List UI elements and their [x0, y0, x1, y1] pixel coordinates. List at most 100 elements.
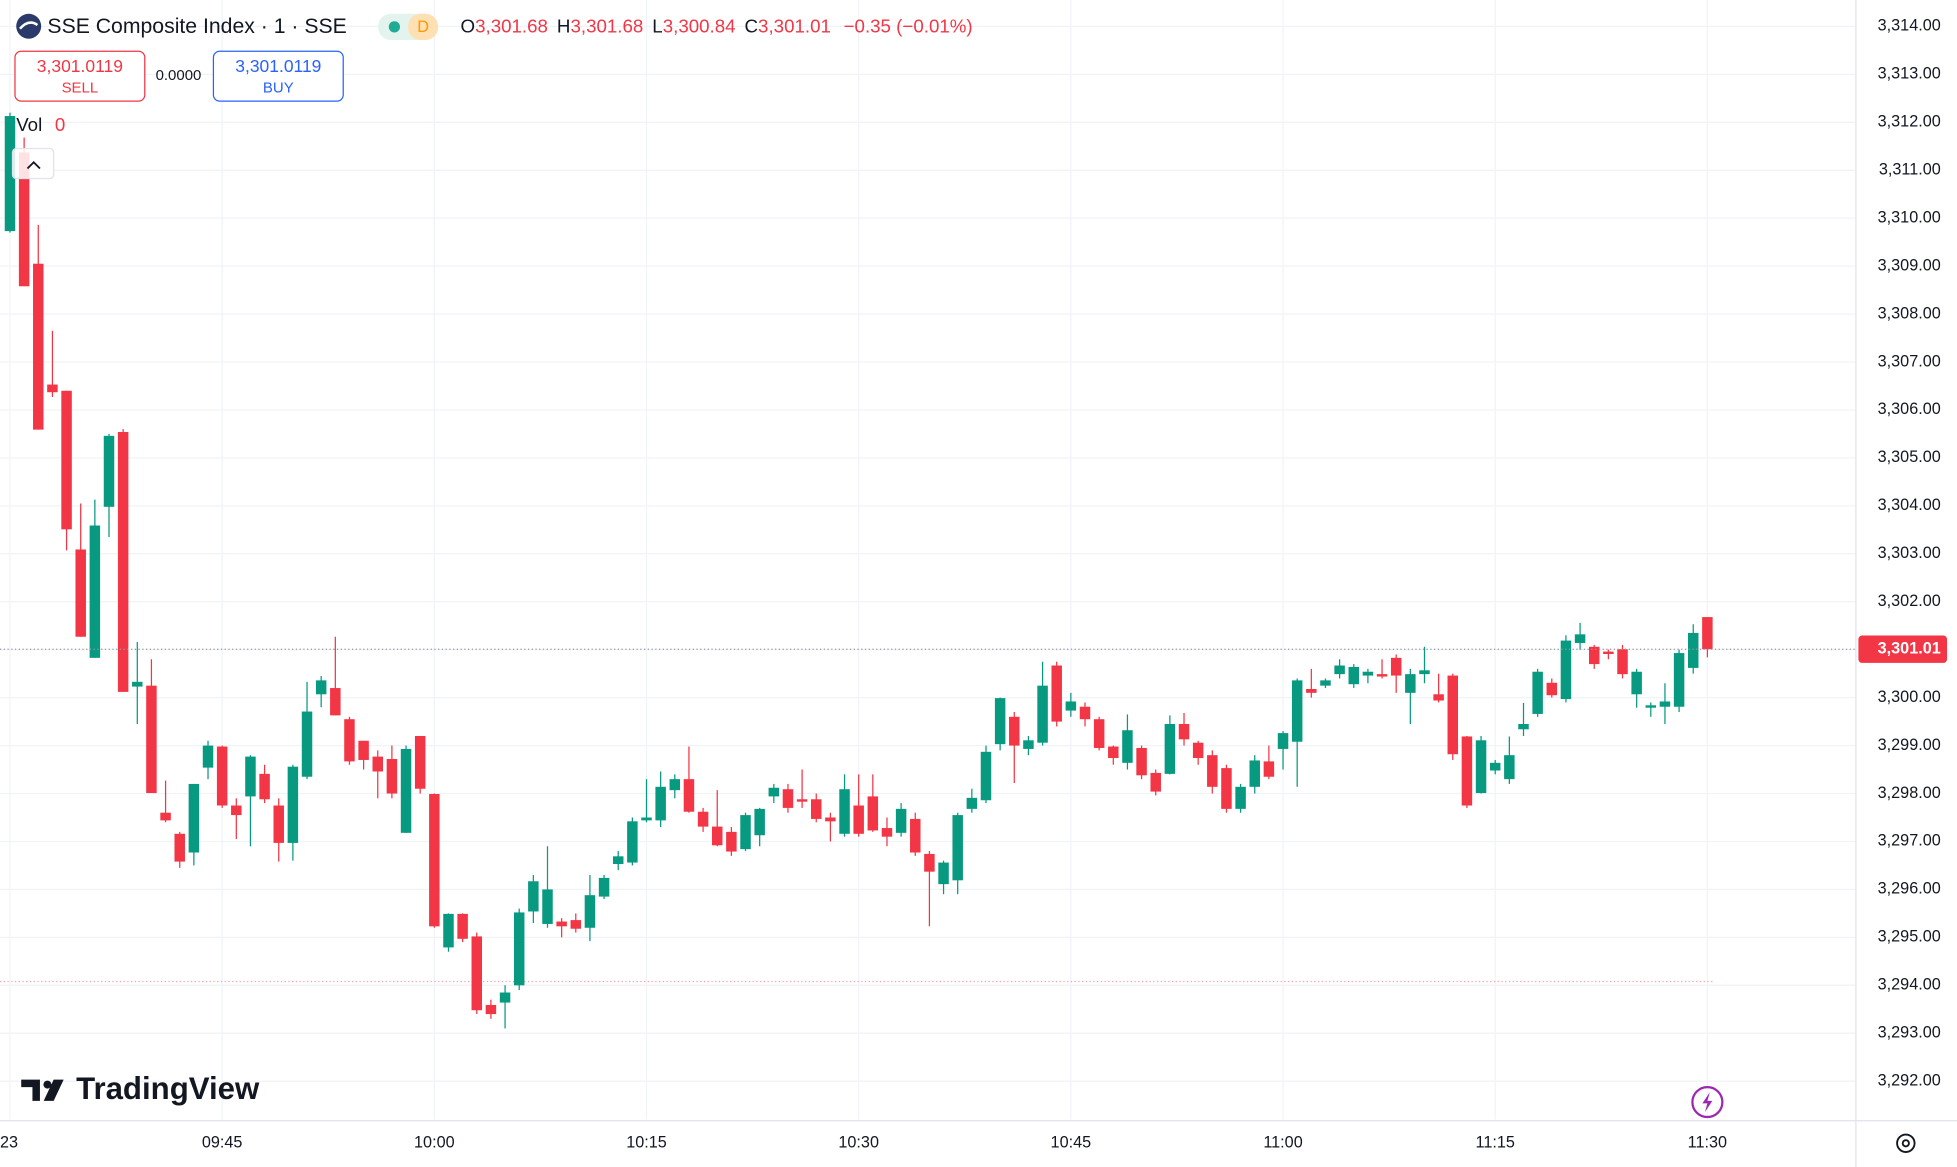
y-tick-label: 3,293.00 — [1878, 1024, 1941, 1042]
sell-label: SELL — [62, 80, 99, 97]
candle-body — [1560, 640, 1572, 700]
candle-body — [1178, 724, 1190, 740]
volume-value: 0 — [55, 114, 65, 135]
candle-body — [867, 796, 879, 831]
y-tick-label: 3,305.00 — [1878, 448, 1941, 466]
candle-body — [117, 432, 129, 692]
candle-body — [1475, 740, 1487, 794]
candle-body — [33, 263, 44, 430]
axes: 3,292.00 3,293.00 3,294.00 3,295.00 3,296.00… — [0, 17, 1948, 1152]
candle-body — [1306, 689, 1317, 693]
candle-body — [796, 799, 808, 802]
y-tick-label: 3,302.00 — [1878, 592, 1941, 610]
candle-body — [1588, 646, 1600, 665]
candle-body — [1574, 634, 1586, 643]
settings-button[interactable] — [1896, 1133, 1916, 1153]
candle-body — [216, 746, 228, 806]
legend-value: 3,300.84 — [663, 15, 736, 36]
last-price-label: 3,301.01 — [1878, 639, 1941, 657]
x-tick-label: 10:30 — [838, 1134, 879, 1152]
candle-body — [1192, 742, 1204, 759]
candle-body — [429, 794, 440, 927]
sell-price: 3,301.0119 — [37, 56, 123, 76]
y-tick-label: 3,298.00 — [1878, 784, 1941, 802]
candle-body — [400, 748, 412, 833]
x-tick-label: 10:15 — [626, 1134, 667, 1152]
trade-panel: 3,301.0119 SELL 0.0000 3,301.0119 BUY — [14, 50, 344, 102]
buy-button[interactable] — [212, 50, 344, 102]
header: SSE Composite Index · 1 · SSE D O3,301.6… — [16, 13, 973, 40]
candle-body — [1461, 736, 1473, 806]
candle-body — [542, 889, 553, 924]
candle-body — [457, 913, 468, 939]
candle-body — [160, 812, 171, 821]
collapse-icon — [26, 160, 41, 170]
sell-button[interactable] — [14, 50, 146, 102]
candle-body — [259, 773, 270, 800]
candle-body — [1603, 651, 1614, 654]
market-open-dot — [388, 21, 401, 33]
y-tick-label: 3,297.00 — [1878, 832, 1941, 850]
candle-body — [726, 831, 737, 852]
candle-body — [1673, 653, 1685, 707]
candle-body — [287, 766, 299, 843]
candle-body — [61, 390, 72, 530]
spread: 0.0000 — [156, 67, 202, 84]
candle-body — [924, 853, 935, 872]
candle-body — [315, 680, 327, 695]
y-tick-label: 3,309.00 — [1878, 256, 1941, 274]
symbol-title[interactable]: SSE Composite Index · 1 · SSE — [47, 15, 346, 38]
legend-value: 3,301.68 — [570, 15, 643, 36]
candle-body — [556, 921, 567, 927]
settings-icon — [1901, 1139, 1910, 1148]
candle-body — [174, 833, 185, 862]
candle-body — [825, 817, 836, 822]
candle-body — [1291, 680, 1303, 742]
y-tick-label: 3,307.00 — [1878, 352, 1941, 370]
legend-key: L — [652, 15, 662, 36]
candle-body — [1546, 682, 1558, 696]
candle-body — [584, 895, 596, 928]
y-tick-label: 3,312.00 — [1878, 113, 1941, 131]
y-tick-label: 3,314.00 — [1878, 17, 1941, 35]
candle-body — [1079, 706, 1091, 720]
buy-label: BUY — [263, 80, 294, 97]
candle-body — [188, 783, 200, 853]
candle-body — [697, 811, 709, 827]
candle-body — [1504, 755, 1515, 780]
candle-body — [47, 384, 58, 393]
candle-body — [1320, 680, 1331, 686]
candle-body — [938, 862, 949, 885]
brand-logo — [21, 1079, 64, 1101]
candle-body — [1164, 724, 1176, 774]
candle-body — [1405, 674, 1416, 693]
brand-logo-dot — [43, 1080, 52, 1089]
candle-body — [853, 805, 864, 834]
candle-body — [4, 116, 16, 232]
candle-body — [612, 856, 624, 865]
candle-body — [655, 786, 666, 821]
x-tick-label: 11:00 — [1263, 1134, 1302, 1152]
candle-body — [966, 797, 978, 809]
candle-body — [528, 881, 539, 912]
candle-body — [414, 735, 426, 789]
candle-body — [372, 756, 383, 772]
candle-body — [711, 826, 723, 846]
alert-button[interactable] — [1691, 1085, 1724, 1119]
candle-body — [811, 799, 822, 819]
legend-value: 3,301.68 — [475, 15, 548, 36]
candle-body — [1023, 740, 1034, 749]
candle-body — [980, 751, 992, 801]
y-tick-label: 3,300.00 — [1878, 688, 1941, 706]
y-tick-label: 3,304.00 — [1878, 496, 1941, 514]
candle-body — [1009, 716, 1020, 746]
y-tick-label: 3,295.00 — [1878, 928, 1941, 946]
candle-body — [344, 719, 355, 762]
candle-body — [358, 740, 369, 760]
candle-body — [1249, 760, 1260, 787]
buy-price: 3,301.0119 — [235, 56, 321, 76]
candle-body — [994, 698, 1006, 745]
candle-body — [1235, 786, 1246, 809]
